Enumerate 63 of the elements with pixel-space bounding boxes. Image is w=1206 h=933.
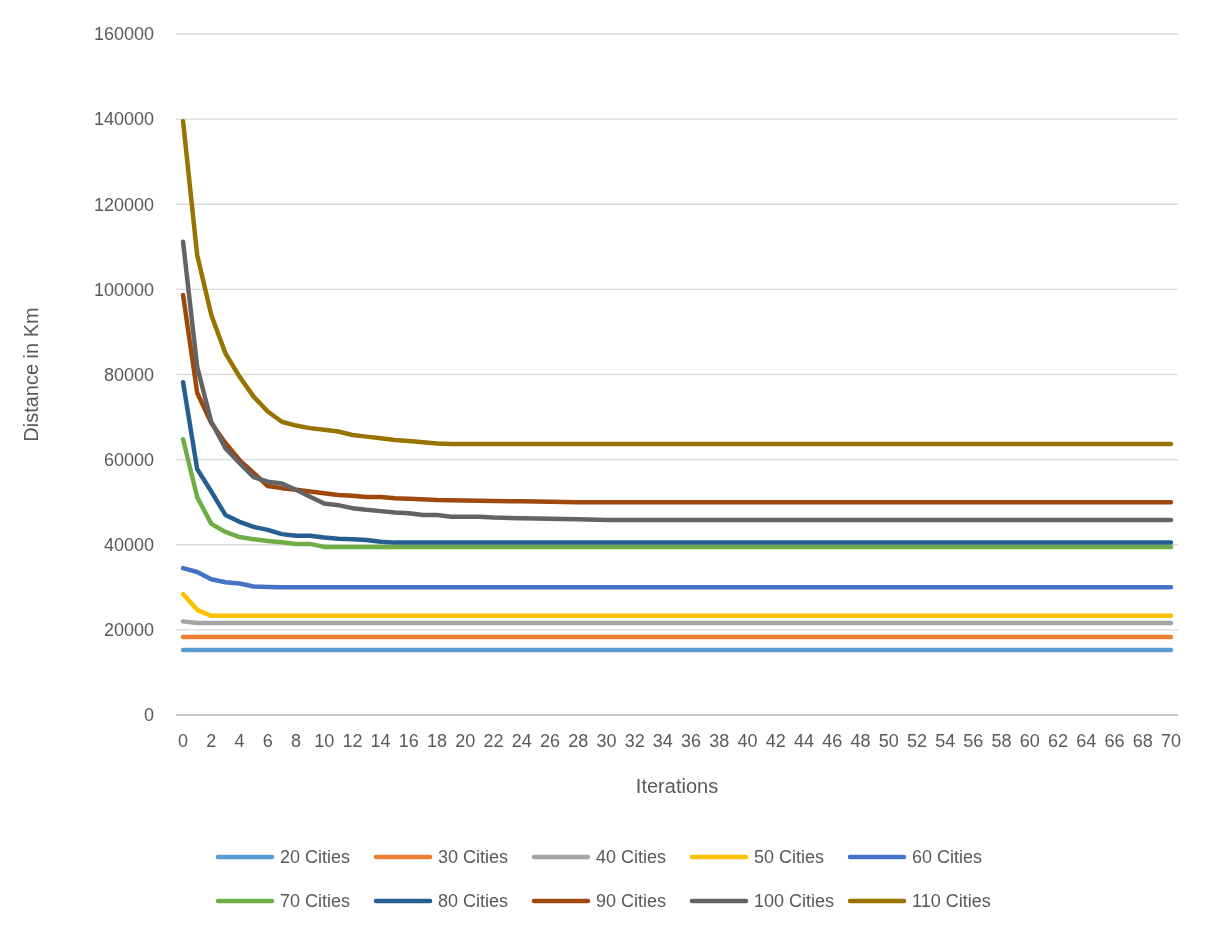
x-axis-title: Iterations bbox=[635, 775, 719, 797]
x-tick-label: 34 bbox=[652, 731, 673, 751]
x-tick-label: 4 bbox=[234, 731, 245, 751]
legend-label: 70 Cities bbox=[280, 891, 351, 912]
x-tick-label: 52 bbox=[906, 731, 927, 751]
legend-label: 50 Cities bbox=[754, 847, 825, 868]
x-tick-label: 48 bbox=[850, 731, 871, 751]
y-axis-title: Distance in Km bbox=[20, 307, 42, 442]
x-tick-label: 24 bbox=[511, 731, 532, 751]
x-tick-label: 40 bbox=[737, 731, 758, 751]
x-tick-label: 16 bbox=[398, 731, 419, 751]
legend-label: 30 Cities bbox=[438, 847, 509, 868]
x-tick-label: 38 bbox=[709, 731, 730, 751]
line-series bbox=[180, 119, 1174, 447]
x-tick-label: 8 bbox=[290, 731, 301, 751]
line-series bbox=[180, 292, 1174, 505]
x-tick-label: 18 bbox=[427, 731, 448, 751]
x-tick-label: 30 bbox=[596, 731, 617, 751]
x-tick-label: 32 bbox=[624, 731, 645, 751]
x-tick-label: 36 bbox=[681, 731, 702, 751]
x-tick-label: 20 bbox=[455, 731, 476, 751]
x-tick-label: 64 bbox=[1076, 731, 1097, 751]
x-tick-label: 26 bbox=[539, 731, 560, 751]
x-tick-label: 62 bbox=[1048, 731, 1069, 751]
y-tick-label: 40000 bbox=[103, 535, 154, 556]
legend-label: 110 Cities bbox=[912, 891, 991, 912]
legend-label: 100 Cities bbox=[754, 891, 835, 912]
line-series bbox=[180, 436, 1174, 550]
x-tick-label: 46 bbox=[822, 731, 843, 751]
x-tick-label: 56 bbox=[963, 731, 984, 751]
y-tick-label: 0 bbox=[143, 705, 154, 726]
x-tick-label: 2 bbox=[206, 731, 217, 751]
x-tick-label: 12 bbox=[342, 731, 363, 751]
x-tick-label: 0 bbox=[178, 731, 189, 751]
line-series bbox=[180, 379, 1174, 545]
line-series bbox=[180, 565, 1174, 590]
x-tick-label: 70 bbox=[1160, 731, 1181, 751]
y-tick-label: 80000 bbox=[103, 364, 154, 385]
y-tick-label: 120000 bbox=[93, 194, 154, 215]
y-tick-label: 140000 bbox=[93, 109, 154, 130]
x-tick-label: 44 bbox=[794, 731, 815, 751]
x-tick-label: 14 bbox=[370, 731, 391, 751]
y-tick-label: 20000 bbox=[103, 620, 154, 641]
x-tick-label: 60 bbox=[1019, 731, 1040, 751]
x-tick-label: 68 bbox=[1132, 731, 1153, 751]
x-tick-label: 54 bbox=[935, 731, 956, 751]
x-tick-label: 66 bbox=[1104, 731, 1125, 751]
y-tick-label: 100000 bbox=[93, 279, 154, 300]
x-tick-label: 28 bbox=[568, 731, 589, 751]
line-series bbox=[180, 239, 1174, 523]
x-tick-label: 10 bbox=[314, 731, 335, 751]
x-tick-label: 6 bbox=[262, 731, 273, 751]
x-tick-label: 58 bbox=[991, 731, 1012, 751]
x-tick-label: 42 bbox=[765, 731, 786, 751]
legend-label: 20 Cities bbox=[280, 847, 351, 868]
legend-label: 40 Cities bbox=[596, 847, 667, 868]
y-tick-label: 160000 bbox=[93, 24, 154, 45]
legend-label: 90 Cities bbox=[596, 891, 667, 912]
y-tick-label: 60000 bbox=[103, 449, 154, 470]
x-tick-label: 50 bbox=[878, 731, 899, 751]
x-tick-label: 22 bbox=[483, 731, 504, 751]
legend-label: 60 Cities bbox=[912, 847, 983, 868]
legend-label: 80 Cities bbox=[438, 891, 509, 912]
